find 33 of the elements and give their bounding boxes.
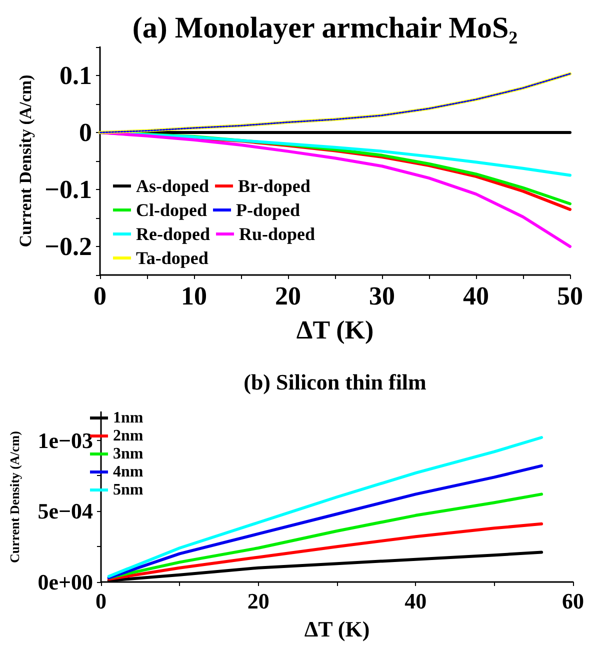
legend-label: 5nm xyxy=(113,482,144,498)
x-axis-title: ΔT (K) xyxy=(304,616,370,642)
legend-label: Re-doped xyxy=(136,224,210,244)
x-tick-label: 40 xyxy=(404,588,427,614)
x-tick-label: 20 xyxy=(275,282,301,310)
y-tick-label: 0e+00 xyxy=(38,570,93,594)
legend-label: Ru-doped xyxy=(239,224,316,244)
y-axis-title: Current Density (A/cm) xyxy=(16,74,35,248)
legend-label: P-doped xyxy=(236,200,300,220)
x-tick-label: 30 xyxy=(369,282,395,310)
x-tick-label: 10 xyxy=(181,282,207,310)
legend-label: Br-doped xyxy=(238,176,310,196)
x-tick-label: 60 xyxy=(562,588,584,614)
legend-label: 4nm xyxy=(113,464,144,480)
legend-label: 1nm xyxy=(113,410,144,426)
legend-label: 3nm xyxy=(113,446,144,462)
y-tick-label: −0.1 xyxy=(44,175,92,204)
x-tick-label: 50 xyxy=(557,282,583,310)
x-axis-title: ΔT (K) xyxy=(296,316,374,344)
chart-title: (a) Monolayer armchair MoS₂ xyxy=(132,12,518,44)
chart-title: (b) Silicon thin film xyxy=(244,370,426,394)
y-axis-title: Current Density (A/cm) xyxy=(7,431,22,563)
y-tick-label: 0 xyxy=(79,118,92,147)
legend-label: As-doped xyxy=(136,176,210,196)
x-tick-label: 20 xyxy=(247,588,270,614)
x-tick-label: 40 xyxy=(463,282,489,310)
legend-label: Cl-doped xyxy=(136,200,208,220)
y-tick-label: −0.2 xyxy=(44,232,92,261)
y-tick-label: 0.1 xyxy=(60,61,92,90)
y-tick-label: 1e−03 xyxy=(38,428,93,453)
y-tick-label: 5e−04 xyxy=(38,498,93,524)
legend-label: Ta-doped xyxy=(136,248,208,268)
legend-label: 2nm xyxy=(113,428,144,444)
